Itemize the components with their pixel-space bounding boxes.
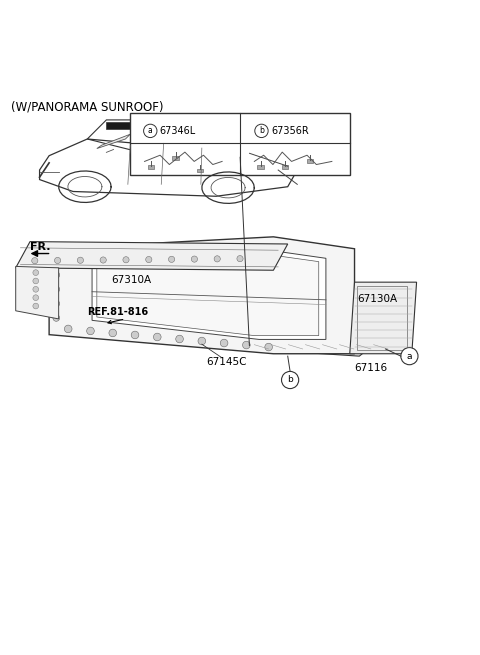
Circle shape bbox=[32, 257, 38, 264]
Text: 67346L: 67346L bbox=[160, 126, 196, 136]
Circle shape bbox=[255, 124, 268, 138]
Text: 67116: 67116 bbox=[355, 364, 388, 373]
Circle shape bbox=[176, 335, 183, 343]
Circle shape bbox=[53, 300, 60, 307]
Circle shape bbox=[220, 339, 228, 347]
Circle shape bbox=[144, 124, 157, 138]
Circle shape bbox=[109, 329, 117, 337]
Text: 67130A: 67130A bbox=[357, 294, 397, 304]
Circle shape bbox=[33, 295, 38, 301]
Circle shape bbox=[131, 331, 139, 339]
Circle shape bbox=[242, 341, 250, 349]
Circle shape bbox=[237, 255, 243, 262]
FancyBboxPatch shape bbox=[199, 335, 209, 341]
Circle shape bbox=[53, 314, 60, 322]
Polygon shape bbox=[144, 323, 274, 349]
FancyBboxPatch shape bbox=[239, 335, 250, 341]
Bar bbox=[282, 166, 288, 169]
Circle shape bbox=[123, 257, 129, 263]
Text: b: b bbox=[287, 375, 293, 384]
Circle shape bbox=[64, 325, 72, 333]
Circle shape bbox=[53, 257, 60, 264]
Polygon shape bbox=[97, 253, 319, 335]
Text: 67310A: 67310A bbox=[111, 275, 151, 285]
Circle shape bbox=[87, 327, 94, 335]
Polygon shape bbox=[350, 282, 417, 354]
Polygon shape bbox=[49, 237, 355, 354]
Bar bbox=[307, 159, 313, 163]
Text: FR.: FR. bbox=[30, 242, 50, 252]
FancyBboxPatch shape bbox=[130, 113, 350, 175]
Polygon shape bbox=[130, 137, 164, 149]
Circle shape bbox=[265, 343, 273, 351]
Circle shape bbox=[55, 257, 60, 263]
Polygon shape bbox=[97, 134, 130, 149]
Polygon shape bbox=[16, 242, 288, 271]
Circle shape bbox=[33, 286, 38, 292]
Circle shape bbox=[33, 303, 38, 309]
Circle shape bbox=[33, 270, 38, 276]
Polygon shape bbox=[16, 267, 59, 319]
Text: (W/PANORAMA SUNROOF): (W/PANORAMA SUNROOF) bbox=[11, 101, 163, 114]
Polygon shape bbox=[107, 122, 149, 130]
FancyBboxPatch shape bbox=[158, 335, 168, 341]
Bar bbox=[257, 166, 264, 169]
Text: b: b bbox=[259, 126, 264, 136]
FancyBboxPatch shape bbox=[185, 335, 195, 341]
Circle shape bbox=[100, 257, 106, 263]
Text: REF.81-816: REF.81-816 bbox=[87, 307, 148, 316]
Circle shape bbox=[53, 286, 60, 293]
Circle shape bbox=[53, 272, 60, 278]
Bar bbox=[148, 166, 154, 169]
Circle shape bbox=[77, 257, 84, 263]
Circle shape bbox=[33, 278, 38, 284]
Text: 67145C: 67145C bbox=[206, 357, 247, 367]
FancyBboxPatch shape bbox=[226, 335, 236, 341]
Text: a: a bbox=[407, 352, 412, 361]
Polygon shape bbox=[202, 148, 240, 157]
Circle shape bbox=[146, 257, 152, 263]
Polygon shape bbox=[154, 124, 216, 132]
Polygon shape bbox=[164, 141, 202, 149]
Text: a: a bbox=[148, 126, 153, 136]
Bar bbox=[172, 156, 179, 160]
Text: 67356R: 67356R bbox=[271, 126, 309, 136]
FancyBboxPatch shape bbox=[171, 335, 182, 341]
FancyBboxPatch shape bbox=[212, 335, 223, 341]
Circle shape bbox=[154, 333, 161, 341]
Polygon shape bbox=[92, 249, 326, 339]
Bar bbox=[197, 168, 204, 172]
Circle shape bbox=[401, 348, 418, 365]
Circle shape bbox=[168, 256, 175, 263]
Circle shape bbox=[198, 337, 205, 345]
Polygon shape bbox=[250, 330, 383, 356]
Circle shape bbox=[214, 255, 220, 262]
Circle shape bbox=[192, 256, 197, 262]
Circle shape bbox=[281, 371, 299, 388]
